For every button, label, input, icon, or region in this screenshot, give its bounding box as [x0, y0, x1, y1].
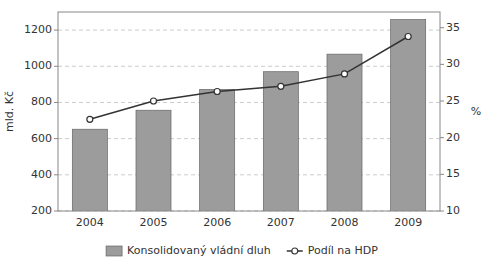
tick-label: 800 — [31, 95, 52, 108]
tick — [440, 137, 444, 138]
tick — [440, 211, 444, 212]
grid-line — [58, 138, 440, 139]
tick-label: 10 — [446, 204, 460, 217]
tick-label: 200 — [31, 204, 52, 217]
legend-label: Podíl na HDP — [308, 244, 379, 257]
marker — [405, 33, 411, 39]
axis-label: mld. Kč — [3, 91, 16, 132]
tick — [54, 102, 58, 103]
legend-item: Podíl na HDP — [287, 244, 379, 257]
tick-label: 2006 — [203, 216, 231, 229]
grid-line — [58, 102, 440, 103]
tick-label: 1200 — [24, 23, 52, 36]
tick — [440, 101, 444, 102]
tick — [440, 174, 444, 175]
tick — [54, 174, 58, 175]
legend-swatch — [292, 248, 298, 254]
tick — [54, 30, 58, 31]
tick — [54, 211, 58, 212]
grid-line — [58, 30, 440, 31]
marker — [87, 116, 93, 122]
tick-label: 2007 — [267, 216, 295, 229]
legend-item: Konsolidovaný vládní dluh — [106, 244, 271, 257]
grid-line — [58, 174, 440, 175]
marker — [214, 88, 220, 94]
legend: Konsolidovaný vládní dluh Podíl na HDP — [106, 244, 378, 257]
axes: 200 400 600 800 1000 1200 10 15 20 25 30 35 2004 2005… — [3, 21, 481, 229]
tick-label: 2005 — [140, 216, 168, 229]
tick — [54, 138, 58, 139]
tick-label: 25 — [446, 94, 460, 107]
plot-area — [72, 20, 425, 211]
chart: 200 400 600 800 1000 1200 10 15 20 25 30 35 2004 2005… — [0, 0, 484, 267]
grid-line — [58, 66, 440, 67]
bar — [200, 89, 235, 211]
marker — [151, 98, 157, 104]
axis-label: % — [471, 105, 481, 118]
legend-swatch — [106, 246, 122, 256]
tick — [440, 27, 444, 28]
bar — [327, 54, 362, 211]
tick — [440, 64, 444, 65]
marker — [278, 83, 284, 89]
legend-label: Konsolidovaný vládní dluh — [127, 244, 271, 257]
bar — [136, 110, 171, 211]
tick-label: 15 — [446, 167, 460, 180]
tick-label: 400 — [31, 168, 52, 181]
tick-label: 2008 — [331, 216, 359, 229]
tick-label: 2004 — [76, 216, 104, 229]
line — [90, 36, 408, 119]
bar — [263, 72, 298, 211]
tick-label: 20 — [446, 131, 460, 144]
tick-label: 30 — [446, 57, 460, 70]
tick-label: 1000 — [24, 59, 52, 72]
tick-label: 2009 — [394, 216, 422, 229]
bar — [391, 20, 426, 211]
marker — [342, 71, 348, 77]
tick-label: 600 — [31, 132, 52, 145]
grid — [58, 30, 440, 211]
tick-label: 35 — [446, 21, 460, 34]
tick — [54, 66, 58, 67]
bar — [72, 129, 107, 211]
plot-frame — [58, 12, 440, 211]
